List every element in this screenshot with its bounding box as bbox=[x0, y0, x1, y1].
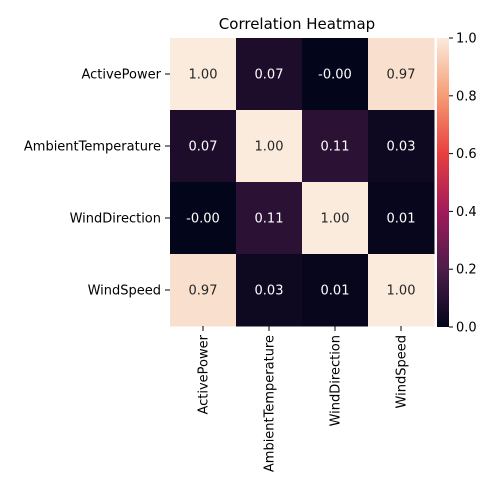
heatmap-cell bbox=[236, 182, 303, 255]
heatmap-cell bbox=[302, 38, 369, 111]
cell-annotation: 0.07 bbox=[255, 68, 284, 83]
x-tick-label: ActivePower bbox=[197, 334, 212, 414]
cell-annotation: 1.00 bbox=[321, 212, 350, 227]
heatmap-annotations: 1.00 0.07 -0.00 0.97 0.07 1.00 0.11 0.03 -0.00 0.… bbox=[186, 68, 415, 299]
heatmap-cell bbox=[368, 38, 435, 111]
heatmap-cell bbox=[368, 254, 435, 327]
x-tick-label: WindSpeed bbox=[395, 335, 410, 408]
colorbar-tick-label: 1.0 bbox=[456, 32, 477, 47]
heatmap-cell bbox=[368, 182, 435, 255]
y-tick-label: AmbientTemperature bbox=[24, 140, 161, 155]
colorbar-tick-label: 0.0 bbox=[456, 321, 477, 336]
cell-annotation: 0.11 bbox=[321, 140, 350, 155]
x-tick-label: AmbientTemperature bbox=[263, 335, 278, 472]
cell-annotation: 0.11 bbox=[255, 212, 284, 227]
heatmap-cells bbox=[170, 38, 435, 327]
heatmap-cell bbox=[170, 110, 237, 183]
colorbar-tick-label: 0.2 bbox=[456, 263, 477, 278]
cell-annotation: 1.00 bbox=[387, 284, 416, 299]
cell-annotation: 0.07 bbox=[189, 140, 218, 155]
heatmap-cell bbox=[170, 38, 237, 111]
y-tick-label: WindDirection bbox=[70, 212, 161, 227]
x-tick-label: WindDirection bbox=[329, 335, 344, 426]
x-axis-labels: ActivePower AmbientTemperature WindDirecti… bbox=[197, 326, 410, 472]
cell-annotation: 0.97 bbox=[387, 68, 416, 83]
colorbar-tick-label: 0.4 bbox=[456, 205, 477, 220]
heatmap-cell bbox=[236, 38, 303, 111]
cell-annotation: 1.00 bbox=[189, 68, 218, 83]
cell-annotation: 0.97 bbox=[189, 284, 218, 299]
y-axis-labels: ActivePower AmbientTemperature WindDirecti… bbox=[24, 68, 170, 299]
heatmap-cell bbox=[236, 254, 303, 327]
colorbar bbox=[437, 38, 449, 327]
cell-annotation: 1.00 bbox=[255, 140, 284, 155]
colorbar-ticks: 0.0 0.2 0.4 0.6 0.8 1.0 bbox=[449, 32, 477, 336]
cell-annotation: 0.03 bbox=[387, 140, 416, 155]
cell-annotation: 0.03 bbox=[255, 284, 284, 299]
colorbar-tick-label: 0.8 bbox=[456, 89, 477, 104]
chart-title: Correlation Heatmap bbox=[219, 15, 375, 33]
y-tick-label: WindSpeed bbox=[88, 284, 161, 299]
heatmap-cell bbox=[302, 182, 369, 255]
heatmap-cell bbox=[302, 110, 369, 183]
heatmap-cell bbox=[170, 182, 237, 255]
heatmap-cell bbox=[302, 254, 369, 327]
cell-annotation: 0.01 bbox=[387, 212, 416, 227]
heatmap-cell bbox=[236, 110, 303, 183]
heatmap-cell bbox=[368, 110, 435, 183]
heatmap-cell bbox=[170, 254, 237, 327]
cell-annotation: -0.00 bbox=[318, 68, 352, 83]
colorbar-tick-label: 0.6 bbox=[456, 147, 477, 162]
cell-annotation: -0.00 bbox=[186, 212, 220, 227]
y-tick-label: ActivePower bbox=[81, 68, 161, 83]
cell-annotation: 0.01 bbox=[321, 284, 350, 299]
